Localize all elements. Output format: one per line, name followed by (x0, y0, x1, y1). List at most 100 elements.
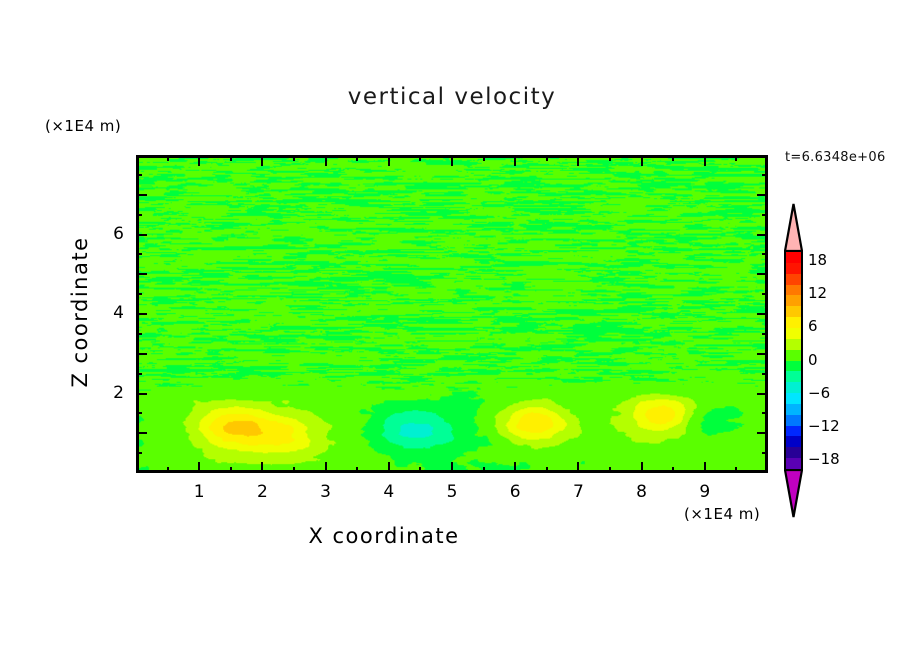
x-tick-minor (609, 467, 611, 473)
x-tick-major (324, 462, 327, 473)
colorbar-over-arrow (784, 203, 803, 252)
colorbar-band (786, 447, 801, 459)
x-tick-top (545, 155, 548, 161)
x-tick-top (735, 155, 738, 161)
x-tick-major (703, 462, 706, 473)
y-tick-minor (136, 332, 142, 335)
x-tick-major (261, 462, 264, 473)
x-tick-minor (419, 467, 422, 473)
colorbar-band (786, 382, 801, 394)
y-tick-right (757, 432, 768, 435)
chart-title: vertical velocity (347, 84, 557, 110)
x-tick-major (198, 462, 201, 473)
x-tick-minor (545, 467, 548, 473)
colorbar-band (786, 284, 801, 296)
x-tick-label: 5 (446, 482, 458, 502)
y-tick-label: 2 (113, 382, 124, 403)
x-tick-label: 2 (256, 482, 268, 502)
y-tick-major (136, 432, 147, 435)
x-tick-top (672, 155, 675, 161)
y-tick-minor (136, 173, 142, 176)
x-tick-label: 1 (193, 482, 205, 502)
y-tick-right (757, 273, 768, 276)
y-tick-minor (136, 372, 142, 375)
colorbar-under-arrow (784, 469, 803, 518)
x-tick-top (451, 155, 453, 166)
x-tick-label: 7 (572, 482, 584, 502)
x-axis-units: (×1E4 m) (684, 505, 761, 523)
x-tick-top (293, 155, 295, 161)
colorbar-band (786, 273, 801, 286)
y-tick-major (136, 233, 147, 236)
colorbar-band (786, 360, 801, 372)
x-tick-label: 6 (509, 482, 521, 502)
contour-field (139, 158, 765, 470)
x-tick-label: 8 (636, 482, 647, 502)
x-tick-top (640, 155, 643, 166)
x-tick-top (703, 155, 706, 166)
colorbar: 18 12 6 0 −6 −12 −18 (778, 203, 840, 518)
colorbar-band (786, 306, 801, 318)
colorbar-band (786, 436, 801, 448)
x-tick-top (356, 155, 359, 161)
x-tick-top (198, 155, 201, 166)
colorbar-label: −12 (808, 416, 840, 435)
x-tick-label: 9 (699, 482, 711, 502)
x-tick-top (261, 155, 264, 166)
colorbar-band (786, 252, 801, 264)
x-tick-major (514, 462, 517, 473)
colorbar-label: 0 (808, 350, 818, 369)
colorbar-band (786, 327, 801, 340)
colorbar-label: −18 (808, 449, 840, 468)
colorbar-band (786, 371, 801, 383)
colorbar-band (786, 393, 801, 405)
y-tick-right (757, 193, 768, 196)
y-tick-right (757, 392, 768, 395)
y-tick-minor (136, 293, 142, 296)
y-tick-right (762, 213, 768, 216)
x-tick-top (577, 155, 580, 166)
colorbar-band (786, 414, 801, 427)
x-tick-label: 3 (320, 482, 331, 502)
colorbar-band (786, 295, 801, 307)
colorbar-band (786, 425, 801, 438)
x-tick-minor (166, 467, 169, 473)
y-tick-major (136, 313, 147, 315)
colorbar-band (786, 262, 801, 275)
x-tick-top (609, 155, 611, 161)
colorbar-band (786, 317, 801, 329)
y-tick-label: 6 (113, 223, 124, 244)
z-axis-units: (×1E4 m) (45, 117, 122, 135)
y-tick-major (136, 193, 147, 196)
y-tick-right (762, 253, 768, 256)
colorbar-band (786, 458, 801, 470)
x-tick-major (577, 462, 580, 473)
y-tick-minor (136, 253, 142, 256)
x-tick-major (640, 462, 643, 473)
x-tick-major (387, 462, 390, 473)
y-tick-minor (136, 213, 142, 216)
y-tick-right (762, 173, 768, 176)
colorbar-band (786, 338, 801, 351)
y-tick-right (762, 293, 768, 296)
colorbar-label: 18 (808, 251, 828, 270)
x-tick-top (229, 155, 232, 161)
colorbar-label: 12 (808, 284, 828, 303)
y-tick-minor (136, 452, 142, 455)
x-tick-minor (735, 467, 738, 473)
colorbar-label: −6 (808, 383, 831, 402)
x-tick-minor (229, 467, 232, 473)
y-tick-label: 4 (113, 303, 124, 323)
x-tick-top (419, 155, 422, 161)
y-tick-right (757, 233, 768, 236)
x-tick-minor (293, 467, 295, 473)
x-tick-top (387, 155, 390, 166)
colorbar-band (786, 349, 801, 362)
y-tick-right (762, 372, 768, 375)
x-tick-top (324, 155, 327, 166)
x-tick-minor (672, 467, 675, 473)
x-tick-minor (356, 467, 359, 473)
y-tick-right (762, 452, 768, 455)
x-tick-top (166, 155, 169, 161)
